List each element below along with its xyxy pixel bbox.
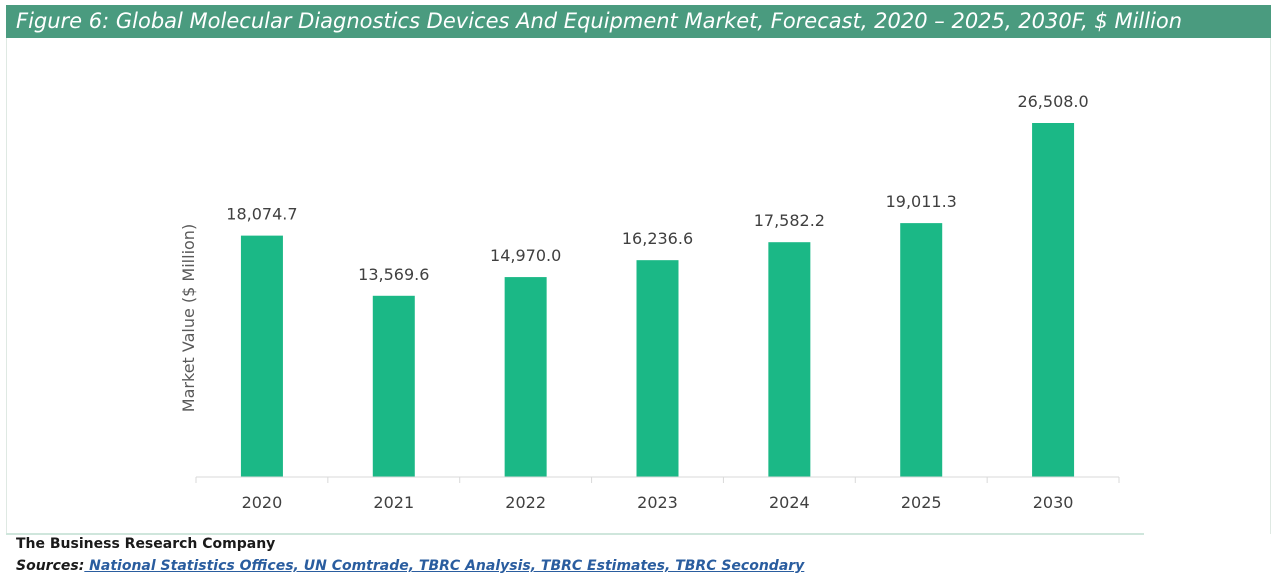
x-tick-label-2020: 2020	[242, 493, 283, 512]
bar-2020	[240, 235, 283, 477]
data-label-2023: 16,236.6	[622, 229, 693, 248]
chart-area: 18,074.7 13,569.6 14,970.0 16,236.6 17,582.2…	[6, 38, 1271, 534]
sources-link[interactable]: National Statistics Offices, UN Comtrade…	[84, 558, 805, 574]
bar-chart: 18,074.7 13,569.6 14,970.0 16,236.6 17,582.2…	[179, 92, 1120, 512]
x-tick-label-2021: 2021	[373, 493, 414, 512]
data-label-2030: 26,508.0	[1017, 92, 1088, 111]
footer-divider	[6, 533, 1144, 535]
bar-2022	[504, 277, 547, 477]
sources-label: Sources:	[16, 558, 85, 574]
data-label-2022: 14,970.0	[490, 246, 561, 265]
data-label-2025: 19,011.3	[886, 192, 957, 211]
bars-layer	[240, 123, 1075, 477]
company-name: The Business Research Company	[16, 536, 276, 552]
chart-title: Figure 6: Global Molecular Diagnostics D…	[6, 5, 1271, 38]
bar-2023	[636, 260, 679, 477]
x-tick-label-2030: 2030	[1033, 493, 1074, 512]
bar-2030	[1032, 123, 1075, 477]
x-tick-label-2023: 2023	[637, 493, 678, 512]
x-axis: 2020 2021 2022 2023 2024 2025 2030	[195, 476, 1120, 512]
bar-2024	[768, 242, 811, 477]
bar-2025	[900, 223, 943, 477]
y-axis-title: Market Value ($ Million)	[179, 224, 198, 412]
data-label-2020: 18,074.7	[226, 205, 297, 224]
x-tick-label-2024: 2024	[769, 493, 810, 512]
data-label-2021: 13,569.6	[358, 265, 429, 284]
sources-line: Sources: National Statistics Offices, UN…	[16, 558, 804, 574]
bar-2021	[372, 295, 415, 477]
x-tick-label-2022: 2022	[505, 493, 546, 512]
data-label-2024: 17,582.2	[754, 211, 825, 230]
data-labels-layer: 18,074.7 13,569.6 14,970.0 16,236.6 17,582.2…	[226, 92, 1088, 284]
x-tick-label-2025: 2025	[901, 493, 942, 512]
